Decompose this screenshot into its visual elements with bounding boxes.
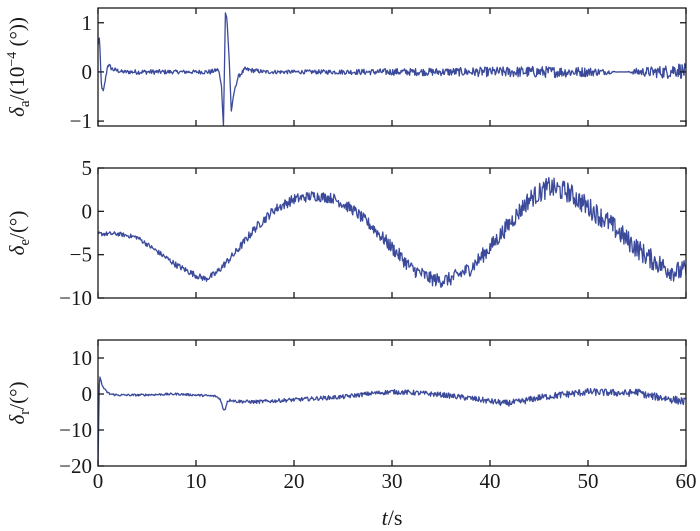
x-tick-label: 0 [93,469,104,493]
plot-frame [97,7,687,127]
y-label-subscript: e [17,239,33,246]
y-tick-label: −10 [59,286,92,310]
series-line-rudder-0 [98,376,686,466]
x-tick-label: 20 [284,469,305,493]
y-label-subscript: a [17,100,33,107]
x-axis-label: t/s [382,505,403,530]
y-tick-label: 0 [82,199,93,223]
x-tick-label: 50 [578,469,599,493]
y-label-symbol: δ [5,413,29,424]
y-axis-label: δa/(10−4 (°)) [5,17,33,117]
x-tick-label: 10 [186,469,207,493]
y-label-unit: /(10 [5,67,29,101]
panel-aileron: −1 0 1 δa/(10−4 (°)) [5,7,687,133]
y-tick-label: 0 [82,60,93,84]
y-label-symbol: δ [5,244,29,255]
series-line-elevator-0 [98,177,686,289]
x-tick-label: 40 [480,469,501,493]
y-tick-label: −10 [59,418,92,442]
x-tick-label: 60 [676,469,697,493]
y-label-subscript: r [17,410,33,415]
panel-elevator: −10 −5 0 5 δe/(°) [5,156,687,310]
y-axis-label: δr/(°) [5,382,33,425]
plot-frame [97,167,687,299]
y-tick-label: 5 [82,156,93,180]
y-label-unit: /(°) [5,211,29,239]
y-tick-label: −5 [70,243,92,267]
y-label-unit: /(°) [5,382,29,410]
x-tick-label: 30 [382,469,403,493]
y-label-exponent: −4 [5,52,20,67]
y-label-unit-suffix: (°)) [5,17,29,52]
y-tick-label: 10 [71,346,92,370]
y-tick-label: 1 [82,11,93,35]
y-tick-label: 0 [82,382,93,406]
panel-rudder: −20 −10 0 10 0 10 20 30 40 50 60 δr/(°) t/s [5,339,697,530]
y-axis-label: δe/(°) [5,211,33,256]
x-label-symbol: t [382,505,389,530]
series-line-aileron-0 [98,12,686,126]
x-label-unit: /s [388,505,403,530]
y-tick-label: −20 [59,454,92,478]
y-tick-label: −1 [70,109,92,133]
y-label-symbol: δ [5,106,29,117]
plot-frame [97,339,687,467]
